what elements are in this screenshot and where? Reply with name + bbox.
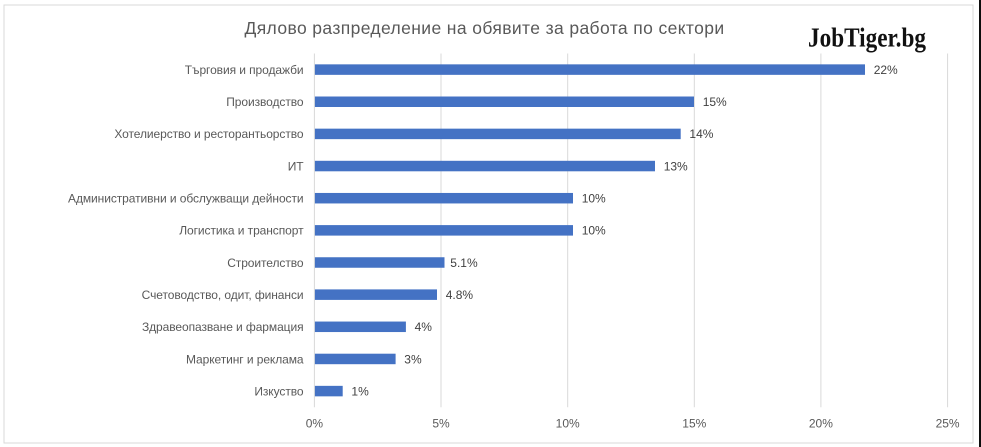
svg-text:Дялово разпределение на обявит: Дялово разпределение на обявите за работ… — [244, 18, 724, 38]
svg-text:4.8%: 4.8% — [446, 288, 474, 302]
svg-text:Производство: Производство — [226, 95, 304, 109]
svg-text:5.1%: 5.1% — [450, 256, 478, 270]
svg-text:Счетоводство, одит, финанси: Счетоводство, одит, финанси — [142, 288, 304, 302]
svg-text:Маркетинг и реклама: Маркетинг и реклама — [186, 352, 304, 366]
svg-text:Административни и обслужващи д: Административни и обслужващи дейности — [68, 192, 303, 206]
svg-text:15%: 15% — [682, 417, 706, 431]
svg-text:4%: 4% — [415, 320, 433, 334]
svg-text:25%: 25% — [936, 417, 960, 431]
svg-text:20%: 20% — [809, 417, 833, 431]
svg-text:ИТ: ИТ — [288, 159, 305, 173]
svg-text:Логистика и транспорт: Логистика и транспорт — [179, 224, 304, 238]
svg-text:Търговия и продажби: Търговия и продажби — [185, 63, 304, 77]
svg-text:Строителство: Строителство — [227, 256, 304, 270]
svg-text:10%: 10% — [556, 417, 580, 431]
svg-text:Изкуство: Изкуство — [254, 384, 304, 398]
svg-text:JobTiger.bg: JobTiger.bg — [808, 22, 926, 53]
svg-text:Здравеопазване и фармация: Здравеопазване и фармация — [142, 320, 304, 334]
svg-text:3%: 3% — [404, 352, 422, 366]
svg-text:15%: 15% — [703, 95, 727, 109]
svg-text:Хотелиерство и ресторантьорств: Хотелиерство и ресторантьорство — [114, 127, 304, 141]
svg-text:14%: 14% — [689, 127, 713, 141]
svg-text:0%: 0% — [306, 417, 324, 431]
svg-text:1%: 1% — [351, 384, 369, 398]
svg-text:22%: 22% — [874, 63, 898, 77]
svg-text:10%: 10% — [582, 224, 606, 238]
svg-text:5%: 5% — [432, 417, 450, 431]
svg-text:10%: 10% — [582, 192, 606, 206]
svg-text:13%: 13% — [664, 159, 688, 173]
